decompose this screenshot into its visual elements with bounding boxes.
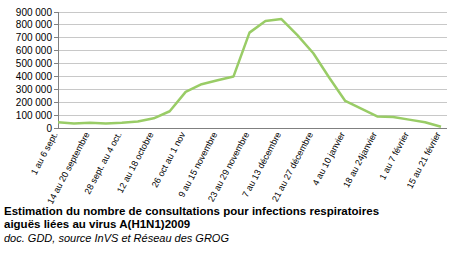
tick-mark <box>54 50 58 51</box>
y-tick-label: 700 000 <box>16 32 53 43</box>
grid-line <box>58 102 447 103</box>
grid-line <box>58 37 447 38</box>
title: Estimation du nombre de consultations po… <box>4 205 404 231</box>
plot-area <box>58 19 441 127</box>
y-tick-label: 200 000 <box>16 97 53 108</box>
tick-mark <box>54 12 58 13</box>
plot-svg: 0100 000200 000300 000400 000500 000600 … <box>0 0 452 205</box>
chart: 0100 000200 000300 000400 000500 000600 … <box>0 0 452 260</box>
grid-line <box>58 115 447 116</box>
y-tick-label: 400 000 <box>16 71 53 82</box>
x-tick-label: 14 au 20 septembre <box>45 130 91 205</box>
grid-line <box>58 128 447 129</box>
subtitle: doc. GDD, source InVS et Réseau des GROG <box>4 232 404 245</box>
grid-line <box>58 24 447 25</box>
x-tick-label: 18 au 24janvier <box>341 130 379 189</box>
tick-mark <box>54 115 58 116</box>
grid-line <box>58 50 447 51</box>
tick-mark <box>54 102 58 103</box>
grid-line <box>58 76 447 77</box>
tick-mark <box>54 37 58 38</box>
x-tick-label: 26 oct au 1 nov <box>150 130 188 189</box>
grid-line <box>58 63 447 64</box>
y-tick-label: 600 000 <box>16 45 53 56</box>
tick-mark <box>54 76 58 77</box>
x-tick-label: 4 au 10 janvier <box>310 130 347 187</box>
data-line <box>58 19 441 127</box>
y-tick-label: 900 000 <box>16 7 53 18</box>
y-tick-label: 800 000 <box>16 19 53 30</box>
x-tick-label: 1 au 7 février <box>377 130 410 181</box>
tick-mark <box>54 89 58 90</box>
tick-mark <box>54 128 58 129</box>
grid-line <box>58 89 447 90</box>
tick-mark <box>54 24 58 25</box>
tick-mark <box>54 63 58 64</box>
y-tick-label: 100 000 <box>16 110 53 121</box>
x-tick-label: 1 au 6 sept. <box>29 130 60 176</box>
y-tick-label: 500 000 <box>16 58 53 69</box>
y-tick-label: 300 000 <box>16 84 53 95</box>
x-tick-label: 21 au 27 décembre <box>270 130 315 203</box>
y-axis <box>58 12 59 128</box>
x-tick-label: 15 au 21 février <box>405 130 443 190</box>
grid-line <box>58 12 447 13</box>
caption: Estimation du nombre de consultations po… <box>4 205 404 245</box>
